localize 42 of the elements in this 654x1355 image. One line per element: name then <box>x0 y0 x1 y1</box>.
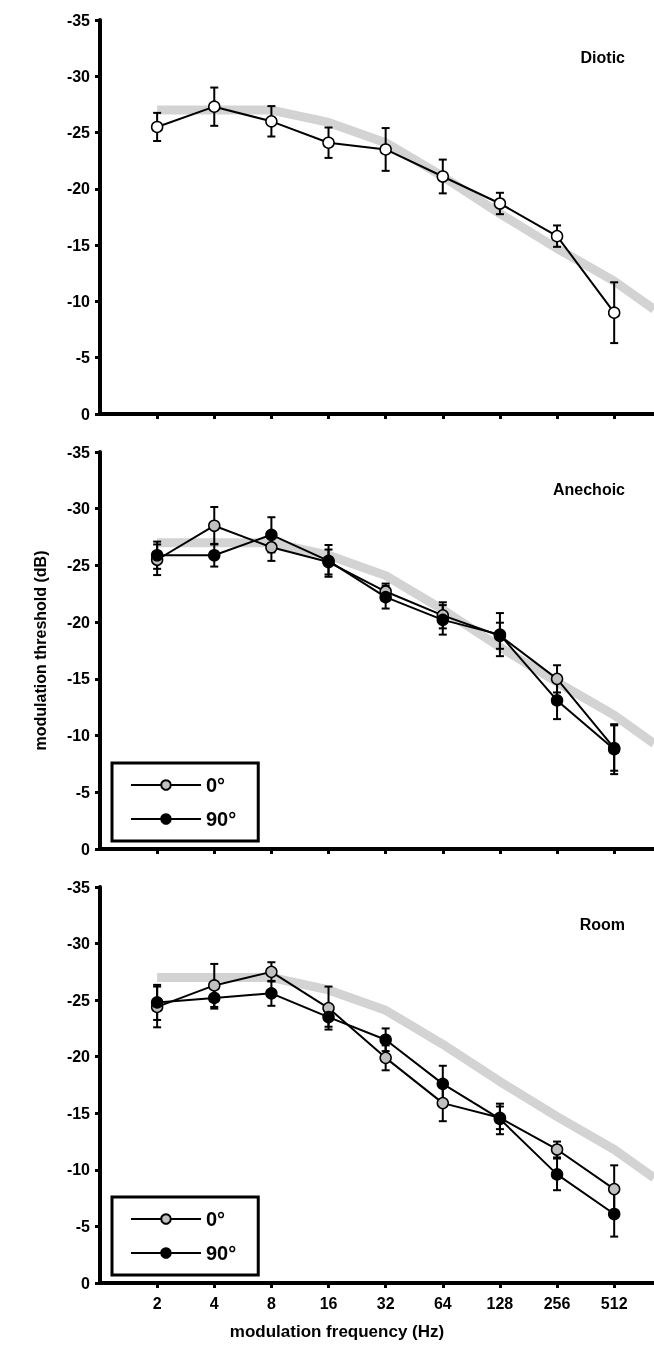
x-axis-title: modulation frequency (Hz) <box>229 1322 445 1341</box>
text: Anechoic <box>552 480 626 498</box>
text: Diotic <box>580 48 626 66</box>
y-tick-label: -35 <box>66 878 91 896</box>
y-tick-label: -5 <box>75 1217 91 1235</box>
y-tick-label: -30 <box>66 67 91 85</box>
x-tick-label: 8 <box>266 1294 276 1312</box>
y-tick-label: 0 <box>81 1274 91 1292</box>
x-tick-label: 256 <box>543 1294 571 1312</box>
y-axis-title: modulation threshold (dB) <box>31 550 49 751</box>
y-tick-label: -10 <box>66 1161 91 1179</box>
legend-label: 90° <box>206 808 237 830</box>
y-tick-label: -25 <box>66 124 91 142</box>
legend-label: 0° <box>206 1208 226 1230</box>
legend-label: 90° <box>206 1242 237 1264</box>
x-tick-label: 4 <box>209 1294 219 1312</box>
x-tick-label: 16 <box>319 1294 338 1312</box>
y-tick-label: 0 <box>81 840 91 858</box>
y-tick-label: -30 <box>66 935 91 953</box>
y-tick-label: -20 <box>66 1048 91 1066</box>
x-tick-label: 512 <box>600 1294 628 1312</box>
y-tick-label: -25 <box>66 991 91 1009</box>
y-tick-label: -10 <box>66 727 91 745</box>
y-tick-label: -25 <box>66 556 91 574</box>
y-tick-label: -35 <box>66 11 91 29</box>
y-tick-label: -15 <box>66 236 91 254</box>
x-tick-label: 64 <box>433 1294 452 1312</box>
y-tick-label: -20 <box>66 180 91 198</box>
x-tick-label: 128 <box>486 1294 514 1312</box>
y-tick-label: -20 <box>66 613 91 631</box>
x-tick-label: 2 <box>152 1294 162 1312</box>
y-tick-label: -30 <box>66 500 91 518</box>
text: Room <box>579 915 625 933</box>
y-tick-label: -15 <box>66 1104 91 1122</box>
x-tick-label: 32 <box>376 1294 395 1312</box>
y-tick-label: -10 <box>66 292 91 310</box>
y-tick-label: 0 <box>81 405 91 423</box>
y-tick-label: -35 <box>66 443 91 461</box>
y-tick-label: -5 <box>75 783 91 801</box>
legend-label: 0° <box>206 774 226 796</box>
y-tick-label: -5 <box>75 349 91 367</box>
y-tick-label: -15 <box>66 670 91 688</box>
